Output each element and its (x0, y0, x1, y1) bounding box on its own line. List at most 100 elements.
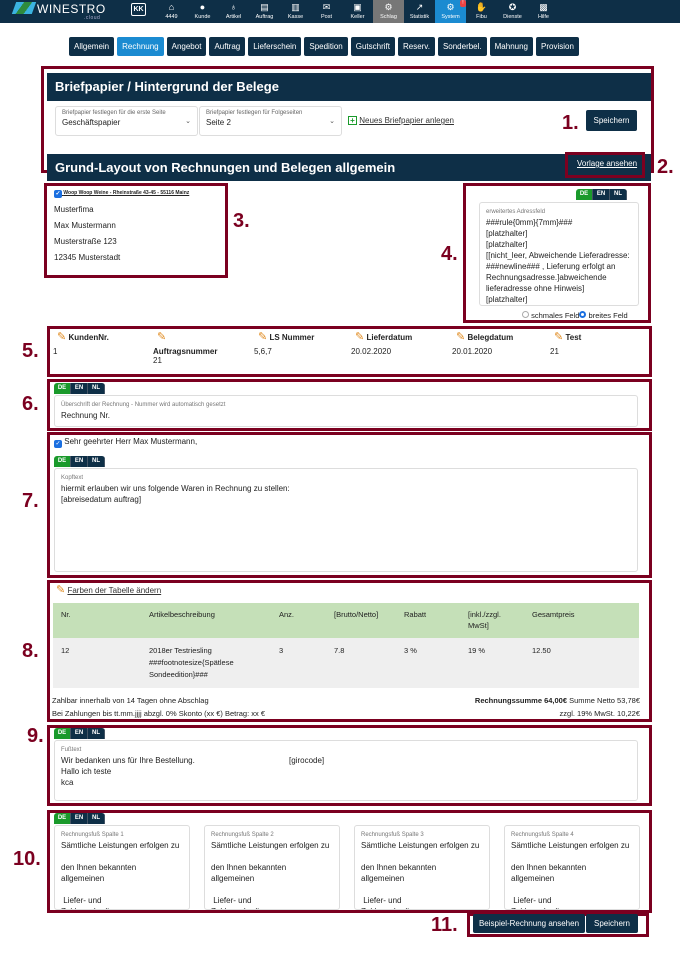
footer-column-2-textarea[interactable]: Rechnungsfuß Spalte 2 Sämtliche Leistunge… (204, 825, 340, 910)
language-switch: DE EN NL (54, 813, 105, 824)
nav-item-artikel[interactable]: ♁ Artikel (218, 0, 249, 23)
annotation-6: 6. (22, 393, 39, 415)
nav-item-keller[interactable]: ▣ Keller (342, 0, 373, 23)
lang-en[interactable]: EN (71, 456, 88, 467)
nav-item-post[interactable]: ✉ Post (311, 0, 342, 23)
field-auftragsnummer: ✎ Auftragsnummer 21 (153, 330, 248, 365)
nav-item-kunde[interactable]: ● Kunde (187, 0, 218, 23)
logo[interactable]: WINESTRO .cloud (11, 2, 106, 21)
lang-nl[interactable]: NL (610, 189, 627, 200)
tab-lieferschein[interactable]: Lieferschein (248, 37, 302, 56)
table-cell: 12.50 (524, 638, 639, 688)
sender-line[interactable]: ✓ Woop Woop Weine - Rheinstraße 43-45 - … (54, 190, 189, 198)
lang-de[interactable]: DE (576, 189, 593, 200)
radio-wide[interactable] (579, 311, 587, 318)
checkbox-checked-icon[interactable]: ✓ (54, 440, 62, 448)
nav-label: Auftrag (255, 14, 274, 20)
head-text-textarea[interactable]: Kopftext hiermit erlauben wir uns folgend… (54, 468, 638, 572)
radio-wide-label: breites Feld (588, 311, 628, 320)
home-icon: ⌂ (168, 2, 175, 12)
nav-item-fibu[interactable]: ✋ Fibu (466, 0, 497, 23)
footer-text-textarea[interactable]: Fußtext Wir bedanken uns für Ihre Bestell… (54, 740, 638, 801)
nav-item-schlag[interactable]: ⚙ Schlag (373, 0, 404, 23)
lang-de[interactable]: DE (54, 383, 71, 394)
edit-icon[interactable]: ✎ (355, 331, 365, 343)
tab-bar: Allgemein Rechnung Angebot Auftrag Liefersch… (69, 37, 579, 56)
nav-item-dienste[interactable]: ✪ Dienste (497, 0, 528, 23)
nav-item-system[interactable]: ⚙ System! (435, 0, 466, 23)
preview-invoice-button[interactable]: Beispiel-Rechnung ansehen (473, 914, 585, 933)
annotation-3: 3. (233, 210, 250, 232)
payment-line-1: Zahlbar innerhalb von 14 Tagen ohne Absc… (52, 696, 209, 705)
tab-reserv[interactable]: Reserv. (397, 37, 435, 56)
lang-nl[interactable]: NL (88, 456, 105, 467)
lang-de[interactable]: DE (54, 456, 71, 467)
footer-column-4-textarea[interactable]: Rechnungsfuß Spalte 4 Sämtliche Leistunge… (504, 825, 640, 910)
nav-label: Hilfe (537, 14, 549, 20)
lang-nl[interactable]: NL (88, 383, 105, 394)
lang-en[interactable]: EN (593, 189, 610, 200)
nav-item-4449[interactable]: ⌂ 4449 (156, 0, 187, 23)
logo-text: WINESTRO (37, 2, 106, 16)
tab-mahnung[interactable]: Mahnung (489, 37, 533, 56)
edit-icon[interactable]: ✎ (456, 331, 466, 343)
checkbox-checked-icon[interactable]: ✓ (54, 190, 62, 198)
salutation-line[interactable]: ✓ Sehr geehrter Herr Max Mustermann, (54, 437, 197, 448)
back-button[interactable]: KK (131, 3, 146, 16)
warehouse-icon: ▣ (353, 2, 362, 12)
field-value: 1 (53, 347, 58, 356)
first-page-select[interactable]: Briefpapier festlegen für die erste Seit… (55, 106, 198, 136)
annotation-box-5 (47, 326, 652, 377)
field-label: KundenNr. (68, 333, 109, 342)
new-briefpapier-link[interactable]: + Neues Briefpapier anlegen (348, 116, 454, 125)
edit-icon[interactable]: ✎ (258, 331, 268, 343)
nav-item-statistik[interactable]: ↗ Statistik (404, 0, 435, 23)
preview-template-link[interactable]: Vorlage ansehen (577, 159, 638, 168)
field-label: Auftragsnummer (153, 347, 218, 356)
annotation-box-2 (565, 152, 645, 178)
save-briefpapier-button[interactable]: Speichern (586, 110, 637, 131)
save-button[interactable]: Speichern (586, 914, 638, 933)
tab-angebot[interactable]: Angebot (166, 37, 207, 56)
tab-sonderbel[interactable]: Sonderbel. (437, 37, 487, 56)
textarea-label: Kopftext (61, 475, 84, 481)
nav-label: Kunde (194, 14, 211, 20)
column-header: Nr. (53, 603, 141, 638)
edit-icon[interactable]: ✎ (554, 331, 564, 343)
lang-en[interactable]: EN (71, 813, 88, 824)
plus-icon: + (348, 116, 357, 125)
extended-address-textarea[interactable]: erweitertes Adressfeld ###rule{0mm}{7mm}#… (479, 202, 639, 306)
lang-de[interactable]: DE (54, 813, 71, 824)
annotation-2: 2. (657, 156, 674, 178)
lang-en[interactable]: EN (71, 728, 88, 739)
lang-nl[interactable]: NL (88, 728, 105, 739)
tab-provision[interactable]: Provision (536, 37, 579, 56)
tab-allgemein[interactable]: Allgemein (69, 37, 115, 56)
tab-rechnung[interactable]: Rechnung (117, 37, 164, 56)
address-line: 12345 Musterstadt (54, 253, 121, 262)
tab-spedition[interactable]: Spedition (304, 37, 348, 56)
heading-input[interactable]: Überschrift der Rechnung - Nummer wird a… (54, 395, 638, 427)
radio-narrow[interactable] (522, 311, 529, 318)
lang-en[interactable]: EN (71, 383, 88, 394)
edit-icon[interactable]: ✎ (57, 331, 67, 343)
table-row: 12 2018er Testriesling ###footnotesize{Sp… (53, 638, 639, 688)
edit-icon[interactable]: ✎ (157, 331, 167, 343)
annotation-box-7 (47, 432, 652, 578)
lang-nl[interactable]: NL (88, 813, 105, 824)
tab-gutschrift[interactable]: Gutschrift (350, 37, 395, 56)
tab-auftrag[interactable]: Auftrag (209, 37, 246, 56)
nav-item-auftrag[interactable]: ▤ Auftrag (249, 0, 280, 23)
table-colors-link[interactable]: ✎ Farben der Tabelle ändern (56, 583, 161, 596)
column-header: Gesamtpreis (524, 603, 639, 638)
annotation-11: 11. (431, 914, 458, 936)
select-label: Briefpapier festlegen für die erste Seit… (62, 110, 166, 116)
nav-label: Schlag (380, 14, 397, 20)
lang-de[interactable]: DE (54, 728, 71, 739)
following-pages-select[interactable]: Briefpapier festlegen für Folgeseiten Sei… (199, 106, 342, 136)
nav-item-hilfe[interactable]: ▩ Hilfe (528, 0, 559, 23)
footer-column-3-textarea[interactable]: Rechnungsfuß Spalte 3 Sämtliche Leistunge… (354, 825, 490, 910)
footer-column-1-textarea[interactable]: Rechnungsfuß Spalte 1 Sämtliche Leistunge… (54, 825, 190, 910)
textarea-text: Wir bedanken uns für Ihre Bestellung. Ha… (61, 756, 195, 787)
nav-item-kasse[interactable]: ▥ Kasse (280, 0, 311, 23)
